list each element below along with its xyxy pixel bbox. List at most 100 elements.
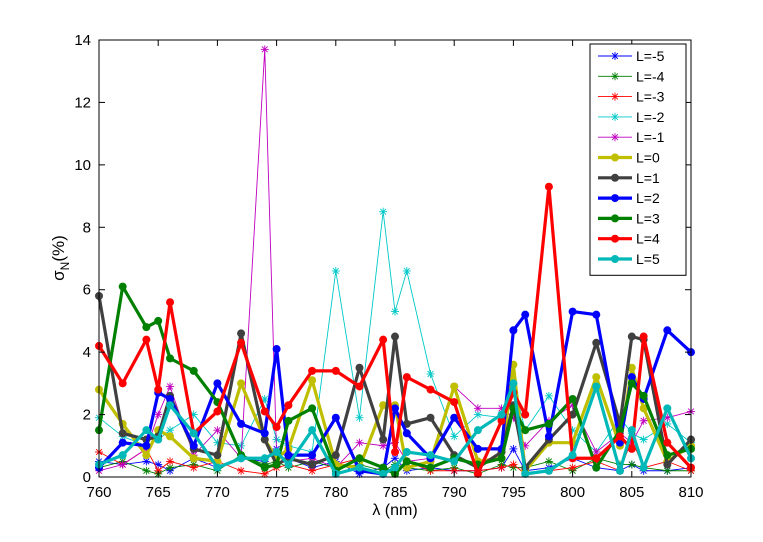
data-point	[426, 413, 435, 422]
data-point	[473, 404, 482, 413]
data-point	[379, 335, 388, 344]
data-point	[426, 451, 435, 460]
data-point	[450, 398, 459, 407]
series-layer	[95, 45, 695, 478]
x-tick-label: 790	[442, 484, 467, 501]
y-tick-label: 14	[74, 32, 91, 49]
data-point	[509, 444, 518, 453]
data-point	[391, 404, 399, 413]
legend-marker	[611, 173, 619, 182]
data-point	[379, 469, 388, 478]
data-point	[260, 45, 269, 54]
legend-label: L=2	[636, 190, 660, 206]
data-point	[118, 282, 127, 291]
data-point	[118, 438, 127, 447]
data-point	[308, 426, 317, 435]
data-point	[142, 466, 151, 475]
y-axis-label-main: σ	[49, 270, 68, 281]
data-point	[237, 329, 246, 338]
legend-label: L=-1	[636, 129, 665, 145]
legend-marker	[611, 52, 619, 60]
data-point	[544, 419, 553, 428]
legend-label: L=0	[636, 150, 660, 166]
x-tick-label: 775	[264, 484, 289, 501]
data-point	[402, 448, 411, 457]
data-point	[639, 416, 648, 425]
data-point	[272, 448, 281, 457]
legend-entry: L=-5	[598, 48, 665, 64]
legend-marker	[611, 133, 619, 142]
data-point	[450, 413, 459, 422]
legend-label: L=-2	[636, 109, 665, 125]
data-point	[663, 460, 672, 469]
y-tick-label: 10	[74, 157, 91, 174]
legend-marker	[611, 92, 619, 101]
series-L=5	[95, 379, 695, 478]
data-point	[615, 426, 624, 435]
data-point	[627, 379, 636, 388]
data-point	[355, 463, 364, 472]
data-point	[402, 429, 411, 438]
data-point	[521, 310, 530, 319]
data-point	[142, 451, 151, 460]
data-point	[663, 326, 672, 335]
data-point	[308, 466, 317, 475]
x-tick-label: 760	[86, 484, 111, 501]
data-point	[355, 438, 364, 447]
data-point	[379, 401, 388, 410]
data-point	[166, 432, 175, 441]
data-point	[331, 366, 340, 375]
data-point	[497, 410, 506, 419]
legend: L=-5 L=-4 L=-3 L=-2 L=-1 L=0 L=1 L=2 L=3 L=4 L=5	[589, 43, 687, 276]
data-point	[355, 382, 364, 391]
data-point	[639, 404, 648, 413]
data-point	[592, 373, 601, 382]
y-axis-label: σN(%)	[49, 235, 72, 281]
data-point	[154, 435, 163, 444]
data-point	[142, 335, 151, 344]
legend-marker	[611, 153, 619, 162]
legend-label: L=5	[636, 251, 660, 267]
x-tick-label: 810	[678, 484, 703, 501]
data-point	[272, 423, 281, 432]
data-point	[154, 316, 163, 325]
data-point	[450, 382, 459, 391]
data-point	[473, 469, 482, 478]
data-point	[627, 426, 636, 435]
data-point	[627, 373, 636, 382]
data-point	[284, 460, 293, 469]
data-point	[166, 401, 175, 410]
data-point	[237, 379, 246, 388]
data-point	[473, 444, 482, 453]
data-point	[627, 444, 636, 453]
data-point	[639, 391, 648, 400]
data-point	[379, 441, 388, 450]
data-point	[663, 404, 672, 413]
data-point	[118, 460, 127, 469]
data-point	[272, 460, 281, 469]
y-tick-label: 8	[83, 219, 91, 236]
data-point	[237, 466, 246, 475]
legend-marker	[611, 112, 619, 121]
legend-marker	[611, 194, 619, 203]
data-point	[544, 391, 553, 400]
data-point	[402, 373, 411, 382]
data-point	[213, 407, 222, 416]
data-point	[592, 310, 601, 319]
data-point	[260, 429, 269, 438]
data-point	[544, 466, 553, 475]
legend-entry: L=0	[598, 150, 660, 166]
data-point	[391, 332, 399, 341]
y-tick-label: 4	[83, 344, 91, 361]
data-point	[663, 451, 672, 460]
data-point	[166, 382, 175, 391]
data-point	[166, 426, 175, 435]
legend-marker	[611, 72, 619, 81]
data-point	[213, 426, 222, 435]
data-point	[189, 454, 198, 463]
data-point	[568, 451, 577, 460]
data-point	[568, 394, 577, 403]
data-point	[142, 426, 151, 435]
data-point	[189, 463, 198, 472]
